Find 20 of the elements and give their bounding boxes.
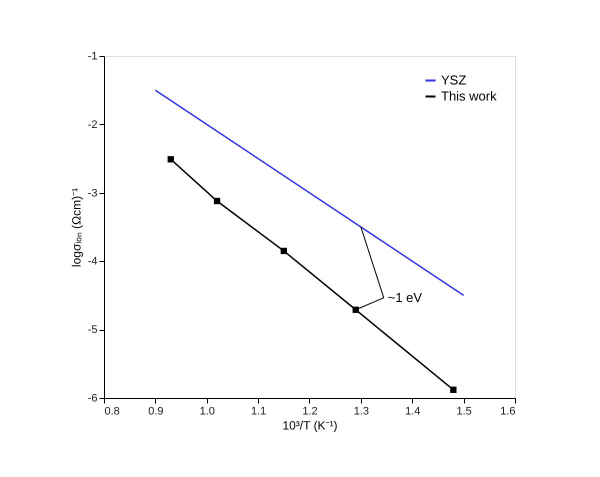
y-tick-label: -2 — [88, 118, 98, 131]
legend-label: YSZ — [441, 72, 466, 88]
y-tick-label: -6 — [88, 392, 98, 404]
x-tick-label: 1.0 — [200, 406, 215, 418]
legend-label: This work — [441, 88, 498, 104]
x-tick-label: 0.8 — [104, 406, 120, 418]
x-tick-label: 1.5 — [456, 406, 472, 418]
x-tick-label: 1.4 — [405, 406, 420, 418]
x-axis-title: 10³/T (K⁻¹) — [282, 418, 338, 432]
y-axis-title: logσᵢₒₙ (Ωcm)⁻¹ — [70, 188, 84, 268]
x-tick-label: 1.1 — [250, 406, 266, 418]
annotation: ~1 eV — [388, 290, 422, 305]
y-tick-label: -1 — [88, 50, 98, 62]
x-tick-label: 1.6 — [500, 406, 516, 418]
y-tick-label: -3 — [88, 187, 98, 200]
x-tick-label: 0.9 — [148, 406, 164, 418]
y-tick-label: -4 — [88, 256, 98, 268]
y-tick-label: -5 — [88, 324, 98, 336]
x-tick-label: 1.2 — [302, 406, 318, 418]
x-tick-label: 1.3 — [354, 406, 370, 418]
